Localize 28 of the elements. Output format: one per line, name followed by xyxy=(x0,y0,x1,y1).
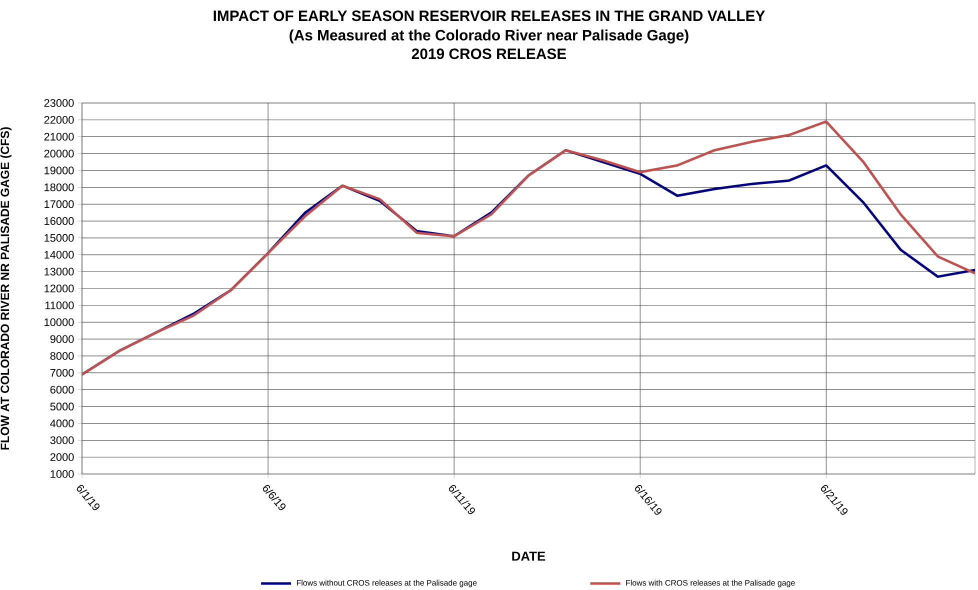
x-axis-title: DATE xyxy=(512,552,546,561)
y-tick-label: 21000 xyxy=(44,132,74,141)
y-tick-label: 10000 xyxy=(44,318,74,326)
y-tick-label: 12000 xyxy=(44,284,74,292)
y-tick-label: 8000 xyxy=(50,352,74,360)
y-tick-label: 5000 xyxy=(50,402,74,410)
y-tick-label: 16000 xyxy=(44,217,74,225)
y-tick-label: 6000 xyxy=(50,386,74,394)
y-tick-label: 19000 xyxy=(44,166,74,174)
text: 2019 CROS RELEASE xyxy=(412,48,566,60)
chart-subtitle: (As Measured at the Colorado River near Palisade Gage) xyxy=(290,30,688,44)
chart-title: IMPACT OF EARLY SEASON RESERVOIR RELEASES IN THE GRAND VALLEY xyxy=(214,10,765,22)
y-tick-label: 3000 xyxy=(50,436,74,444)
y-tick-label: 13000 xyxy=(44,268,74,276)
y-tick-label: 4000 xyxy=(50,420,74,428)
y-tick-label: 11000 xyxy=(45,301,74,310)
y-tick-label: 20000 xyxy=(44,150,74,158)
y-tick-label: 17000 xyxy=(44,200,74,208)
y-tick-label: 15000 xyxy=(44,234,74,242)
y-axis-title: FLOW AT COLORADO RIVER NR PALISADE GAGE (CFS) xyxy=(0,127,12,450)
y-tick-label: 23000 xyxy=(44,99,74,107)
y-tick-label: 18000 xyxy=(44,183,74,192)
y-tick-label: 7000 xyxy=(50,368,74,377)
y-tick-label: 14000 xyxy=(44,250,74,259)
y-tick-label: 22000 xyxy=(44,116,74,124)
y-tick-label: 2000 xyxy=(50,453,74,462)
y-tick-label: 9000 xyxy=(50,335,74,343)
y-tick-label: 1000 xyxy=(50,470,74,478)
